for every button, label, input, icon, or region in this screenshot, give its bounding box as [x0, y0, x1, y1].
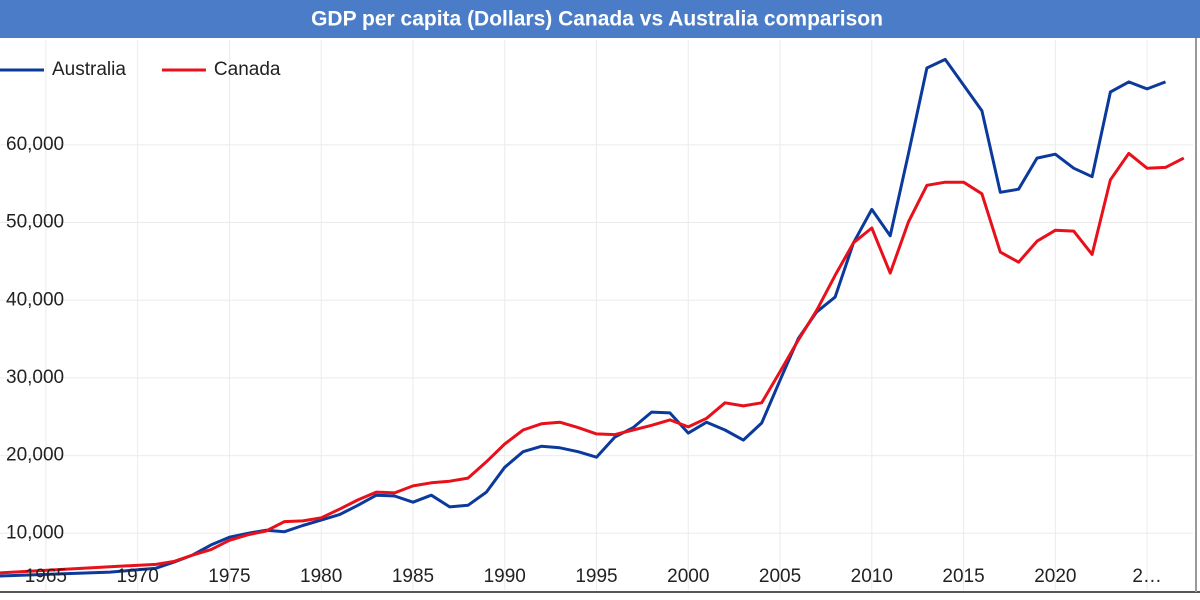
x-tick-label: 1970 — [117, 566, 159, 587]
x-tick-label: 1975 — [208, 566, 250, 587]
x-tick-label: 2000 — [667, 566, 709, 587]
y-tick-label: 10,000 — [6, 522, 64, 543]
axis-labels: 10,000 20,000 30,000 40,000 50,000 60,000 1965… — [6, 134, 1162, 587]
x-tick-label: 2005 — [759, 566, 801, 587]
x-tick-label: 1980 — [300, 566, 342, 587]
x-tick-label: 2015 — [942, 566, 984, 587]
y-tick-label: 40,000 — [6, 289, 64, 310]
legend-label: Australia — [52, 59, 126, 80]
x-tick-label: 2010 — [851, 566, 893, 587]
series-line — [0, 57, 1167, 578]
plot — [0, 57, 1185, 578]
x-tick-label: 1990 — [484, 566, 526, 587]
y-tick-label: 30,000 — [6, 367, 64, 388]
y-tick-label: 20,000 — [6, 445, 64, 466]
chart-title: GDP per capita (Dollars) Canada vs Austr… — [311, 8, 883, 31]
x-tick-label: 1985 — [392, 566, 434, 587]
x-tick-label: 2020 — [1034, 566, 1076, 587]
grid — [0, 40, 1193, 590]
y-tick-label: 50,000 — [6, 212, 64, 233]
series-line — [0, 151, 1185, 575]
legend-label: Canada — [214, 59, 281, 80]
title-bar — [0, 0, 1200, 38]
x-tick-label: 2… — [1132, 566, 1162, 587]
x-tick-label: 1965 — [25, 566, 67, 587]
y-tick-label: 60,000 — [6, 134, 64, 155]
x-tick-label: 1995 — [575, 566, 617, 587]
